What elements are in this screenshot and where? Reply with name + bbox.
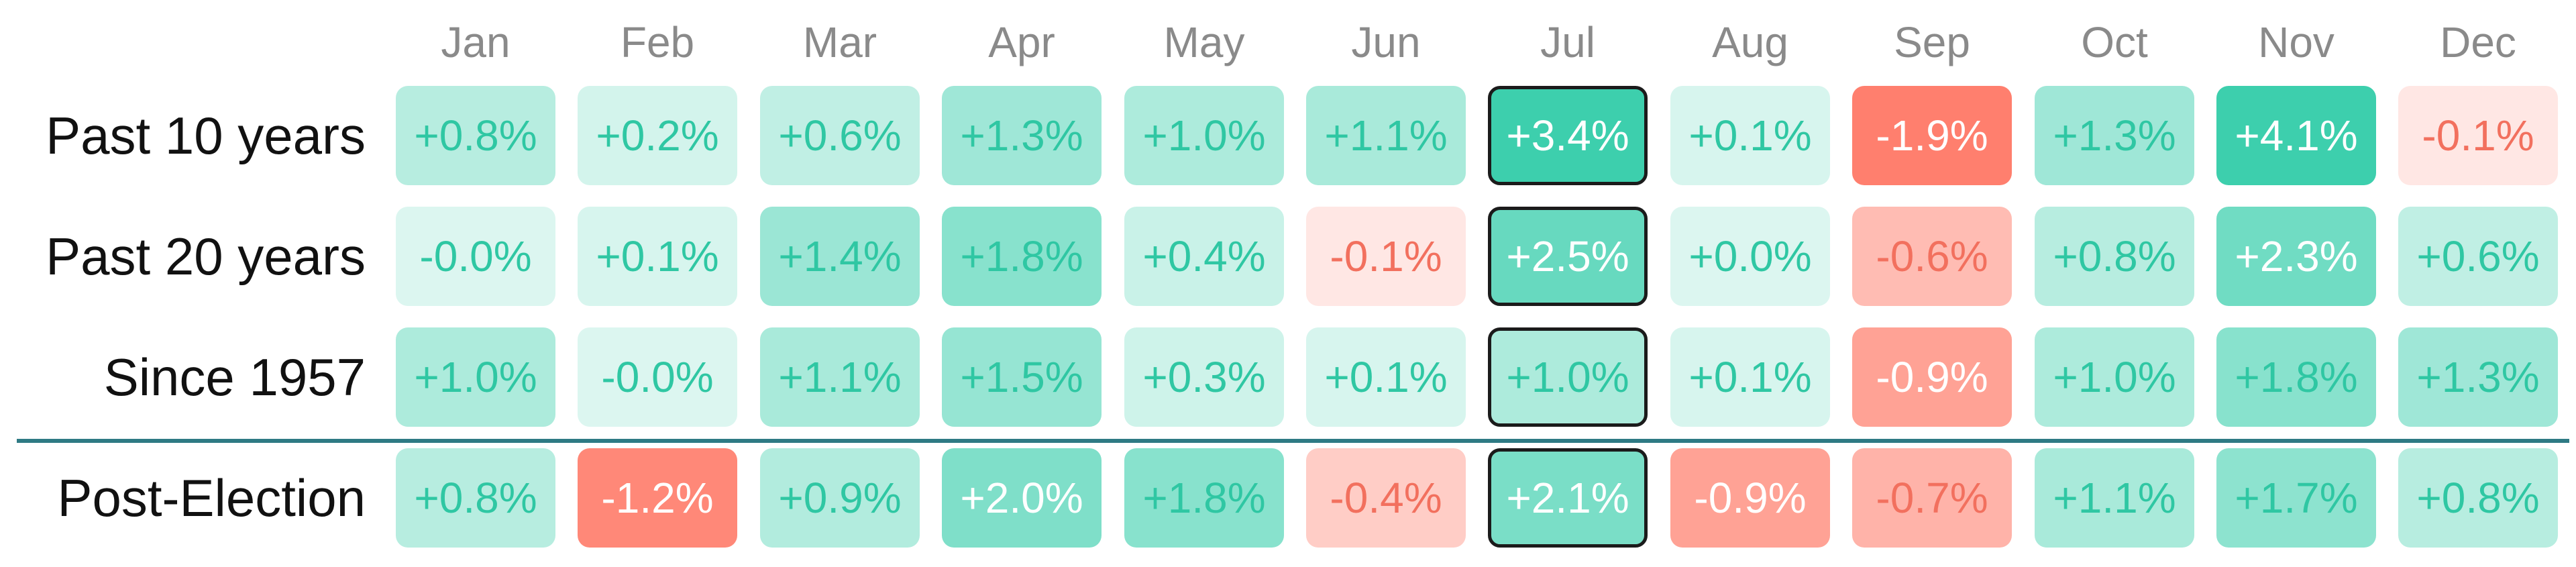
row-label: Since 1957 [103,348,366,407]
heatmap-cell: -0.6% [1852,207,2012,306]
heatmap-cell: +0.2% [578,86,737,185]
heatmap-cell: +1.1% [2035,448,2194,548]
month-label-oct: Oct [2081,18,2148,66]
heatmap-cell: +0.0% [1670,207,1830,306]
heatmap-cell: +0.8% [2398,448,2558,548]
row-label: Post-Election [57,468,366,527]
heatmap-cell: +0.1% [1670,327,1830,427]
month-label-jul: Jul [1540,18,1595,66]
month-label-mar: Mar [802,18,877,66]
heatmap-cell: -0.7% [1852,448,2012,548]
heatmap-cell: +1.0% [1488,327,1648,427]
heatmap-cell: +3.4% [1488,86,1648,185]
heatmap-cell: -0.1% [2398,86,2558,185]
heatmap-cell: +4.1% [2216,86,2376,185]
heatmap-cell: +1.8% [942,207,1102,306]
heatmap-cell: -0.4% [1306,448,1466,548]
heatmap-cell: +0.1% [1670,86,1830,185]
heatmap-cell: +1.3% [2035,86,2194,185]
heatmap-cell: -0.0% [578,327,737,427]
heatmap-cell: +1.1% [760,327,920,427]
heatmap-cell: +1.0% [2035,327,2194,427]
heatmap-cell: -0.9% [1852,327,2012,427]
heatmap-cell: +1.7% [2216,448,2376,548]
heatmap-cell: +1.8% [2216,327,2376,427]
heatmap-cell: +2.0% [942,448,1102,548]
heatmap-cell: +0.8% [2035,207,2194,306]
heatmap-cell: -1.9% [1852,86,2012,185]
heatmap-cell: -0.9% [1670,448,1830,548]
heatmap-cell: +0.1% [1306,327,1466,427]
heatmap-cell: +0.6% [2398,207,2558,306]
heatmap-cell: +0.1% [578,207,737,306]
heatmap-cell: +1.3% [2398,327,2558,427]
heatmap-cell: +0.8% [396,448,555,548]
heatmap-cell: +0.9% [760,448,920,548]
heatmap-cell: +2.1% [1488,448,1648,548]
row-label: Past 10 years [46,106,366,165]
month-label-apr: Apr [988,18,1055,66]
heatmap-cell: +1.5% [942,327,1102,427]
heatmap-cell: -0.0% [396,207,555,306]
month-label-jun: Jun [1351,18,1421,66]
heatmap-cell: +0.4% [1124,207,1284,306]
heatmap-cell: +0.3% [1124,327,1284,427]
month-label-jan: Jan [441,18,511,66]
heatmap-cell: +2.5% [1488,207,1648,306]
heatmap-cell: +1.0% [396,327,555,427]
month-label-dec: Dec [2440,18,2516,66]
heatmap-cell: +1.8% [1124,448,1284,548]
heatmap-cell: +1.0% [1124,86,1284,185]
heatmap-cell: +0.8% [396,86,555,185]
month-label-sep: Sep [1894,18,1970,66]
section-divider [17,439,2569,443]
heatmap-cell: -1.2% [578,448,737,548]
month-label-may: May [1163,18,1245,66]
heatmap-cell: +1.3% [942,86,1102,185]
heatmap-cell: -0.1% [1306,207,1466,306]
month-label-nov: Nov [2258,18,2334,66]
heatmap-cell: +1.1% [1306,86,1466,185]
month-label-feb: Feb [620,18,695,66]
month-label-aug: Aug [1712,18,1788,66]
heatmap-cell: +2.3% [2216,207,2376,306]
heatmap-cell: +0.6% [760,86,920,185]
row-label: Past 20 years [46,227,366,286]
heatmap-cell: +1.4% [760,207,920,306]
